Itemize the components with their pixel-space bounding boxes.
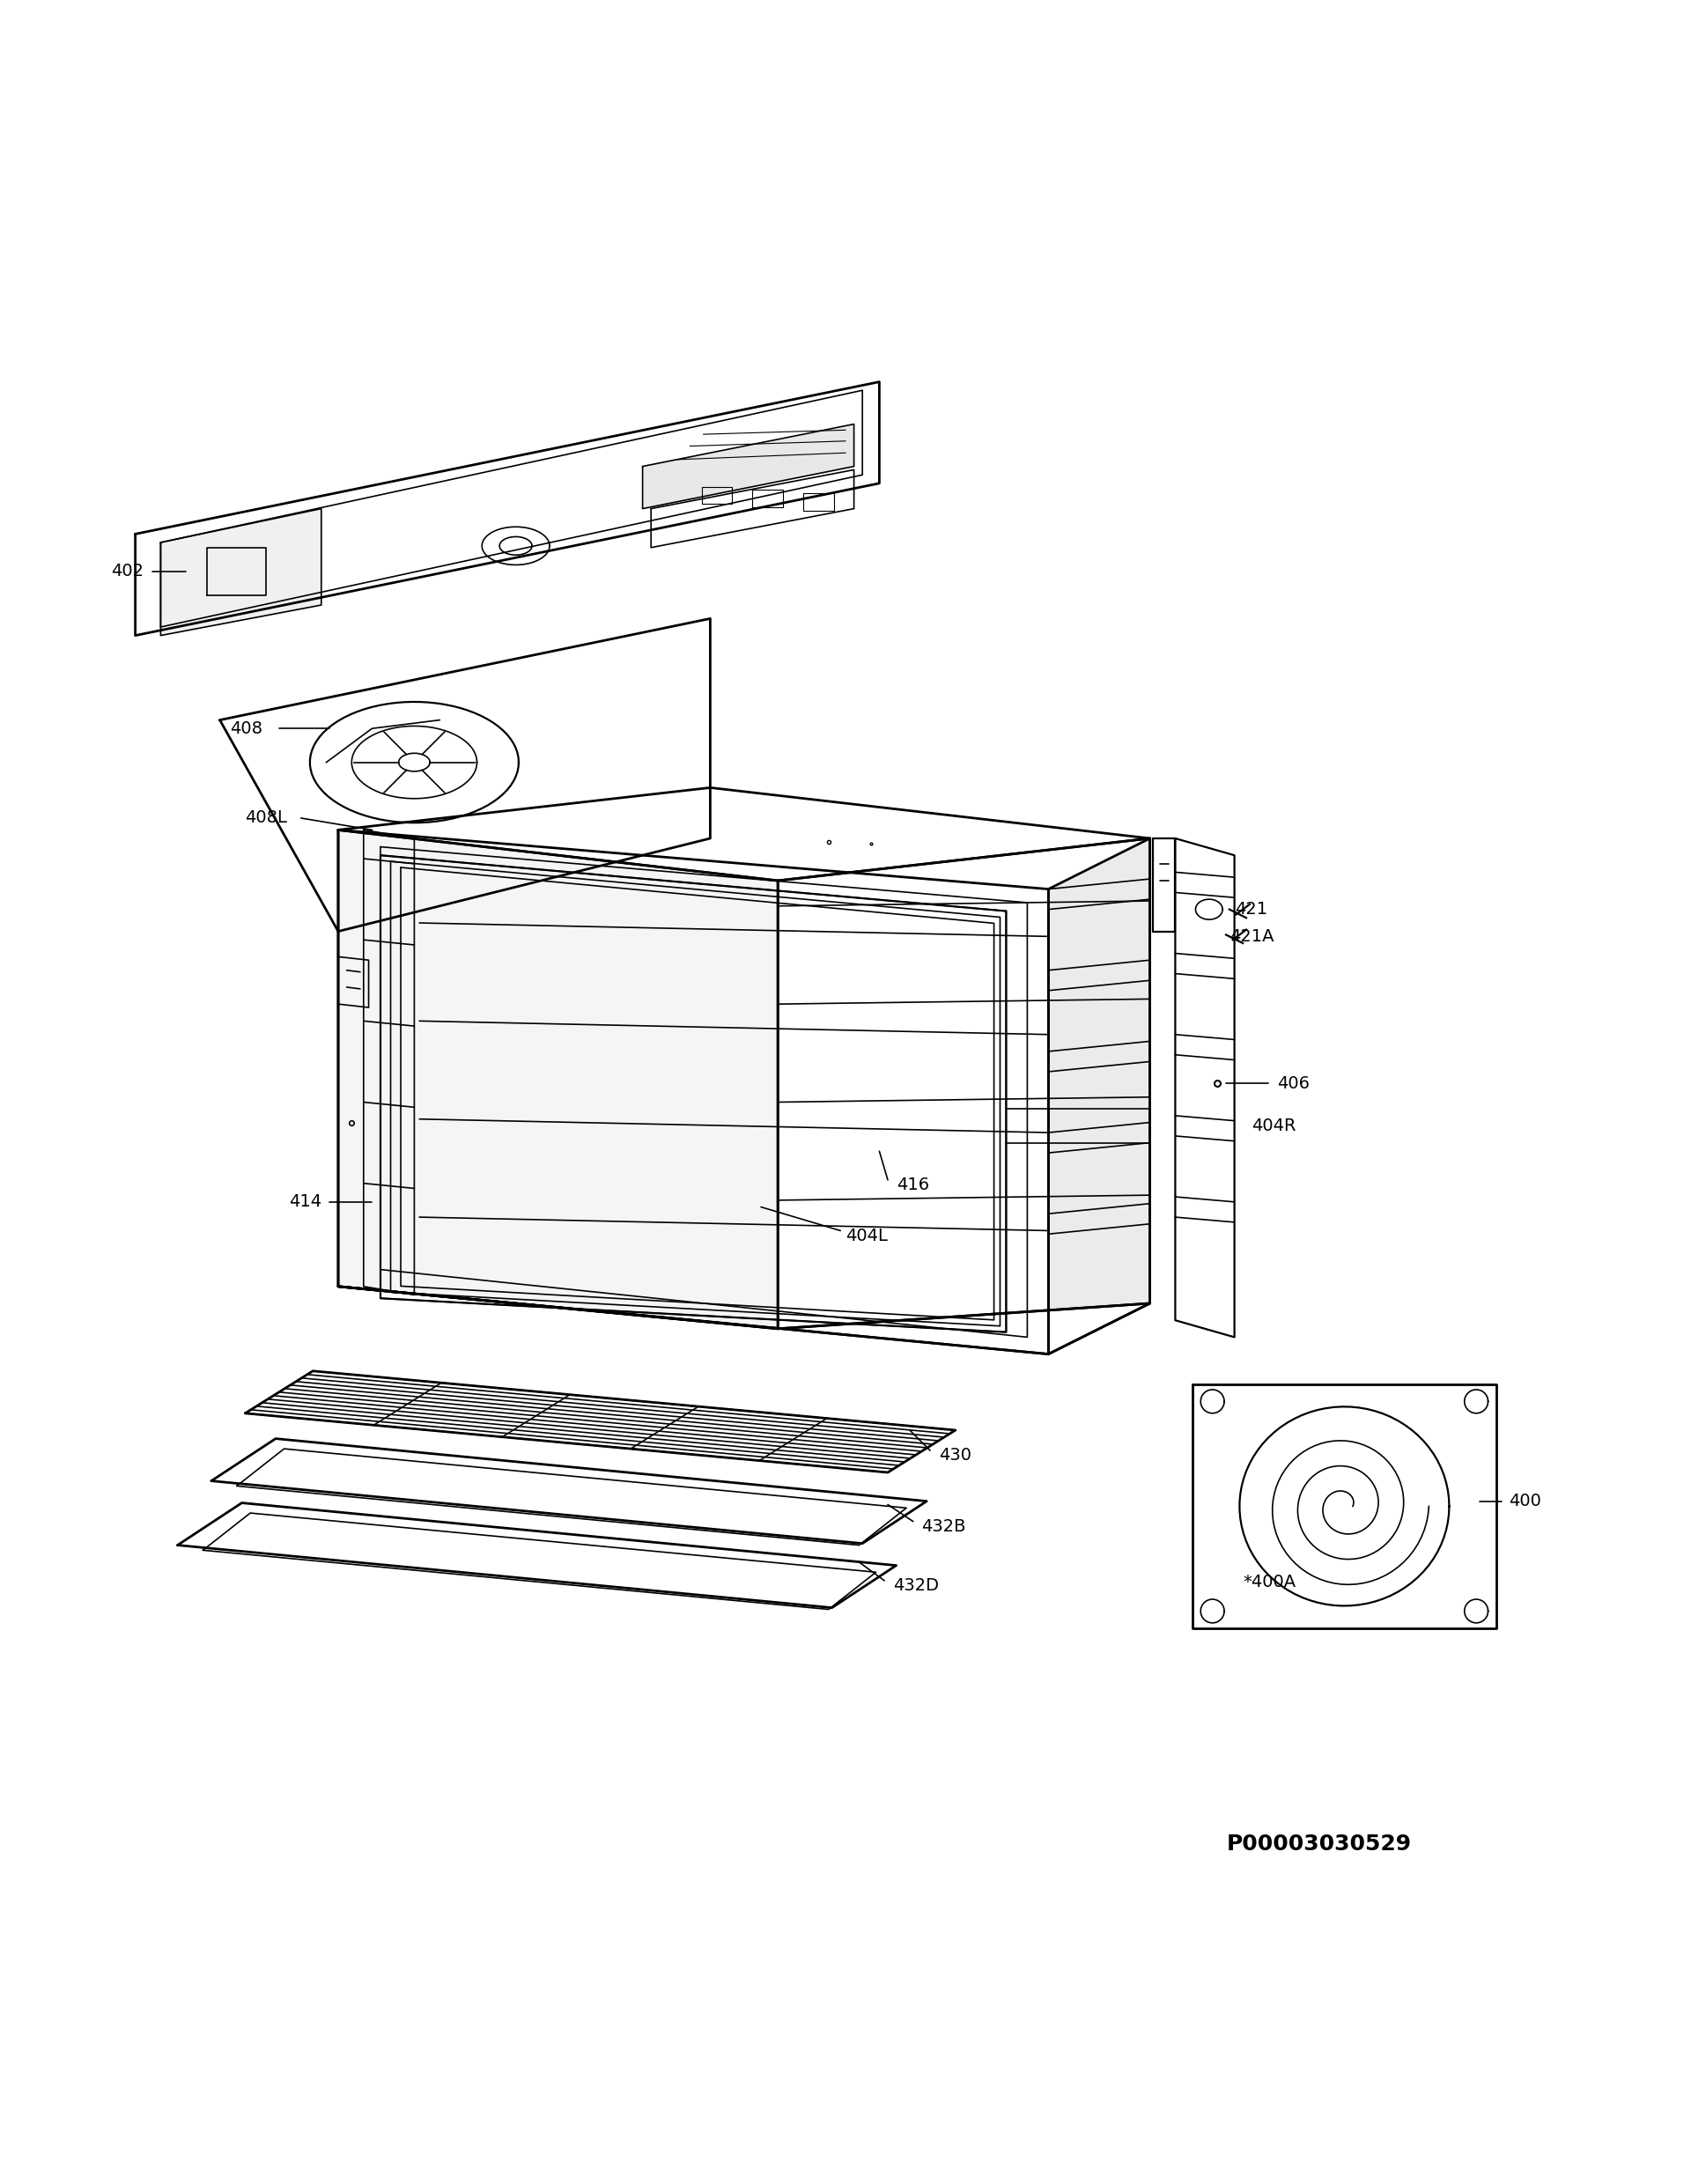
Text: 406: 406: [1277, 1075, 1309, 1092]
Text: 430: 430: [939, 1448, 971, 1463]
Text: 432D: 432D: [893, 1577, 939, 1594]
Polygon shape: [135, 382, 879, 636]
Polygon shape: [220, 618, 710, 930]
Text: 404L: 404L: [846, 1227, 888, 1245]
Polygon shape: [161, 509, 321, 636]
Text: 402: 402: [112, 563, 144, 579]
Text: 432B: 432B: [922, 1518, 966, 1535]
Polygon shape: [338, 830, 778, 1328]
Polygon shape: [338, 1286, 1150, 1354]
Text: 408: 408: [230, 721, 262, 736]
Text: 408L: 408L: [245, 810, 287, 826]
Polygon shape: [245, 1372, 955, 1472]
Polygon shape: [1192, 1385, 1497, 1627]
Polygon shape: [643, 424, 854, 509]
Text: 414: 414: [289, 1192, 321, 1210]
Text: 421A: 421A: [1229, 928, 1273, 946]
Polygon shape: [778, 839, 1150, 1328]
Text: 421: 421: [1234, 902, 1267, 917]
Polygon shape: [211, 1439, 927, 1544]
Polygon shape: [178, 1503, 896, 1607]
Polygon shape: [1048, 839, 1150, 1354]
Text: 404R: 404R: [1251, 1118, 1295, 1133]
Text: P00003030529: P00003030529: [1226, 1835, 1412, 1854]
Text: *400A: *400A: [1243, 1575, 1295, 1590]
Text: 416: 416: [896, 1177, 928, 1192]
Text: 400: 400: [1508, 1494, 1541, 1509]
Polygon shape: [338, 788, 1150, 880]
